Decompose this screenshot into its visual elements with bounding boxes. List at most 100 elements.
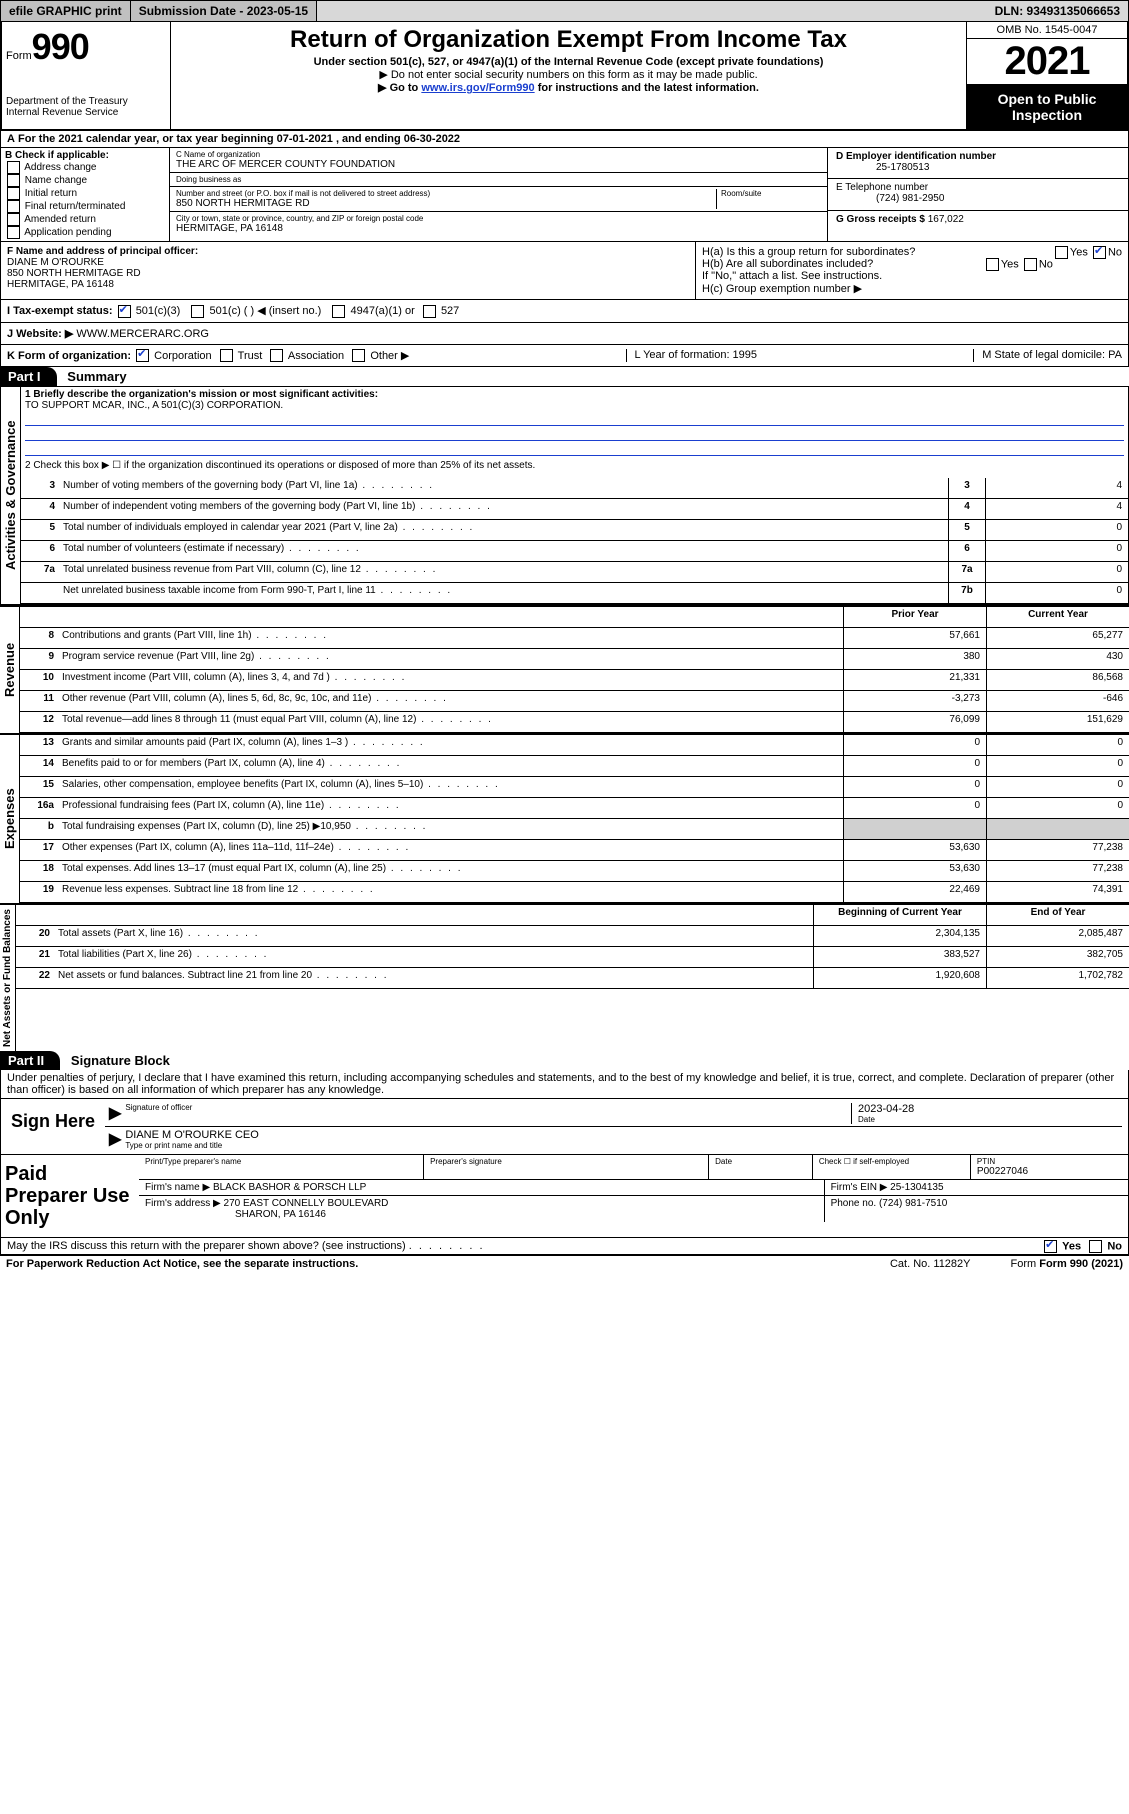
dept-treasury: Department of the Treasury (6, 96, 166, 107)
corp-checkbox[interactable] (136, 349, 149, 362)
opt-527: 527 (441, 305, 459, 317)
form-num: 990 (32, 26, 89, 67)
summary-revenue: Revenue Prior Year Current Year 8Contrib… (0, 605, 1129, 733)
vtab-revenue: Revenue (0, 607, 20, 733)
vtab-governance: Activities & Governance (1, 387, 21, 604)
yes-label3: Yes (1062, 1241, 1081, 1253)
checkbox[interactable] (7, 213, 20, 226)
prior-val: 57,661 (843, 628, 986, 648)
data-row: 9Program service revenue (Part VIII, lin… (20, 649, 1129, 670)
firm-addr-label: Firm's address ▶ (145, 1198, 221, 1209)
line-val: 0 (985, 583, 1128, 603)
may-discuss-text: May the IRS discuss this return with the… (7, 1240, 406, 1252)
line-box: 3 (948, 478, 985, 498)
checkbox[interactable] (7, 174, 20, 187)
prep-name-label: Print/Type preparer's name (145, 1157, 417, 1166)
prior-val: 53,630 (843, 840, 986, 860)
prior-val: 76,099 (843, 712, 986, 732)
data-row: 18Total expenses. Add lines 13–17 (must … (20, 861, 1129, 882)
line-num: 14 (20, 756, 58, 776)
line-num: 16a (20, 798, 58, 818)
vtab-balances: Net Assets or Fund Balances (0, 905, 16, 1051)
ha-no-checkbox[interactable] (1093, 246, 1106, 259)
4947-checkbox[interactable] (332, 305, 345, 318)
prior-val: 22,469 (843, 882, 986, 902)
submission-date: Submission Date - 2023-05-15 (131, 1, 317, 21)
curr-val: 430 (986, 649, 1129, 669)
ptin-label: PTIN (977, 1157, 1122, 1166)
501c-checkbox[interactable] (191, 305, 204, 318)
sign-here-block: Sign Here ▶ Signature of officer 2023-04… (0, 1099, 1129, 1155)
other-checkbox[interactable] (352, 349, 365, 362)
firm-ein-label: Firm's EIN ▶ (831, 1182, 888, 1193)
city-label: City or town, state or province, country… (176, 214, 423, 223)
ha-yes-checkbox[interactable] (1055, 246, 1068, 259)
curr-val: 0 (986, 777, 1129, 797)
eoy-hdr: End of Year (986, 905, 1129, 925)
boy-hdr: Beginning of Current Year (813, 905, 986, 925)
prior-val (843, 819, 986, 839)
topbar: efile GRAPHIC print Submission Date - 20… (0, 0, 1129, 22)
prior-val: 0 (843, 777, 986, 797)
assoc-checkbox[interactable] (270, 349, 283, 362)
irs-label: Internal Revenue Service (6, 107, 166, 118)
hc-text: H(c) Group exemption number ▶ (702, 282, 1122, 295)
discuss-no-checkbox[interactable] (1089, 1240, 1102, 1253)
mission-line (25, 441, 1124, 456)
firm-name-label: Firm's name ▶ (145, 1182, 210, 1193)
arrow-icon: ▶ (109, 1129, 121, 1150)
gov-row: 5Total number of individuals employed in… (21, 520, 1128, 541)
line-text: Program service revenue (Part VIII, line… (58, 649, 843, 669)
line-text: Benefits paid to or for members (Part IX… (58, 756, 843, 776)
opt-corp: Corporation (154, 350, 211, 362)
box-b-item: Initial return (5, 187, 165, 200)
line-num: 21 (16, 947, 54, 967)
room-label: Room/suite (721, 189, 821, 198)
block-fh: F Name and address of principal officer:… (0, 242, 1129, 300)
city: HERMITAGE, PA 16148 (176, 223, 283, 234)
trust-checkbox[interactable] (220, 349, 233, 362)
501c3-checkbox[interactable] (118, 305, 131, 318)
prior-val: 383,527 (813, 947, 986, 967)
data-row: 10Investment income (Part VIII, column (… (20, 670, 1129, 691)
527-checkbox[interactable] (423, 305, 436, 318)
note-link: ▶ Go to www.irs.gov/Form990 for instruct… (177, 81, 960, 94)
opt-trust: Trust (238, 350, 263, 362)
dba-label: Doing business as (176, 175, 241, 184)
page-footer: For Paperwork Reduction Act Notice, see … (0, 1255, 1129, 1272)
dln: DLN: 93493135066653 (987, 1, 1128, 21)
hb-yes-checkbox[interactable] (986, 258, 999, 271)
checkbox[interactable] (7, 226, 20, 239)
data-row: 12Total revenue—add lines 8 through 11 (… (20, 712, 1129, 733)
checkbox[interactable] (7, 187, 20, 200)
firm-phone: (724) 981-7510 (879, 1198, 947, 1209)
efile-print-button[interactable]: efile GRAPHIC print (1, 1, 131, 21)
line-box: 5 (948, 520, 985, 540)
tax-year-text: For the 2021 calendar year, or tax year … (18, 133, 460, 145)
checkbox[interactable] (7, 200, 20, 213)
line-text: Number of independent voting members of … (59, 499, 948, 519)
checkbox[interactable] (7, 161, 20, 174)
data-row: 15Salaries, other compensation, employee… (20, 777, 1129, 798)
hb-no-checkbox[interactable] (1024, 258, 1037, 271)
irs-link[interactable]: www.irs.gov/Form990 (421, 82, 534, 94)
ha-text: H(a) Is this a group return for subordin… (702, 246, 915, 258)
opt-assoc: Association (288, 350, 344, 362)
line-text: Total number of volunteers (estimate if … (59, 541, 948, 561)
line-num: 3 (21, 478, 59, 498)
gov-row: 6Total number of volunteers (estimate if… (21, 541, 1128, 562)
blank (54, 905, 813, 925)
line-num: 22 (16, 968, 54, 988)
prior-val: 1,920,608 (813, 968, 986, 988)
may-discuss-row: May the IRS discuss this return with the… (0, 1238, 1129, 1255)
paid-preparer-label: Paid Preparer Use Only (1, 1155, 139, 1237)
line-num: 12 (20, 712, 58, 732)
line-num: 20 (16, 926, 54, 946)
line-val: 0 (985, 520, 1128, 540)
line-val: 4 (985, 478, 1128, 498)
mission-q: 1 Briefly describe the organization's mi… (25, 389, 378, 400)
curr-val: 0 (986, 735, 1129, 755)
discuss-yes-checkbox[interactable] (1044, 1240, 1057, 1253)
blank (16, 905, 54, 925)
line-num: 19 (20, 882, 58, 902)
